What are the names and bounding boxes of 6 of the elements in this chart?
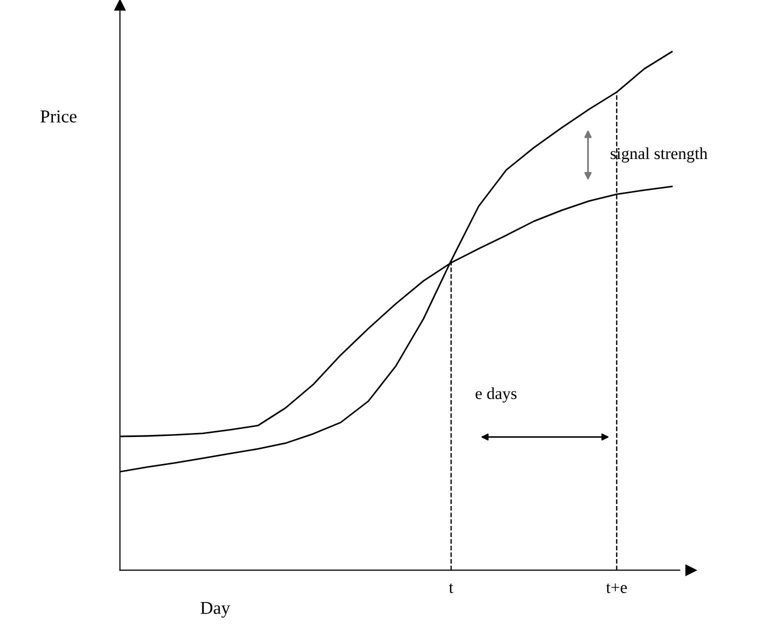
x-axis-title: Day	[200, 602, 230, 618]
x-tick-label: t+e	[606, 583, 627, 594]
y-axis-title: Price	[40, 110, 76, 123]
annotation: e days	[476, 387, 517, 403]
annotation: signal strength	[610, 147, 708, 163]
x-tick-label: t	[448, 584, 454, 594]
